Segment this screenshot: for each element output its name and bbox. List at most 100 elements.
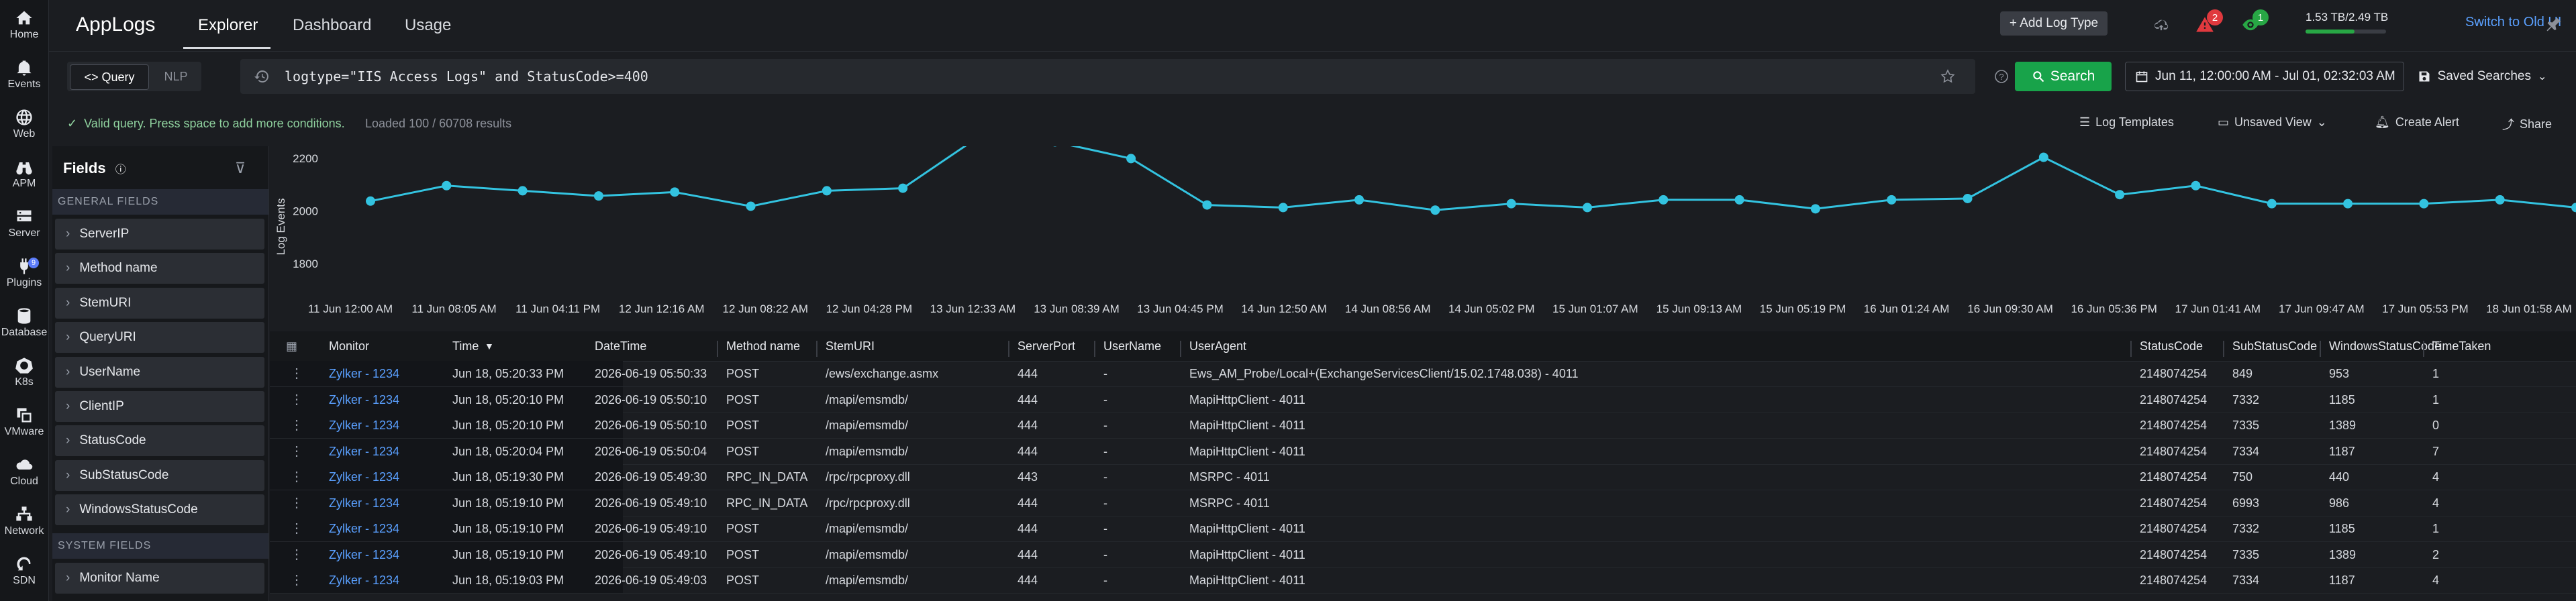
tab-dashboard[interactable]: Dashboard: [293, 16, 372, 34]
column-resize-handle[interactable]: [816, 341, 818, 357]
cell-monitor[interactable]: Zylker - 1234: [329, 444, 400, 458]
field-name: Monitor Name: [79, 570, 160, 585]
sort-desc-icon[interactable]: ▼: [485, 341, 494, 351]
filter-icon[interactable]: ⊽: [235, 160, 246, 176]
pin-icon[interactable]: [2542, 13, 2565, 36]
field-item[interactable]: › Monitor Name: [55, 562, 264, 594]
cell-monitor[interactable]: Zylker - 1234: [329, 522, 400, 535]
column-header-substatuscode[interactable]: SubStatusCode: [2232, 339, 2318, 353]
unsaved-view-dropdown[interactable]: ▭ Unsaved View ⌄: [2218, 115, 2327, 129]
row-menu-icon[interactable]: ⋮: [290, 366, 303, 381]
field-item[interactable]: › QueryURI: [55, 322, 264, 353]
column-settings-icon[interactable]: ▦: [286, 339, 298, 353]
column-header-method-name[interactable]: Method name: [726, 339, 801, 353]
create-alert-button[interactable]: 🔔︎ Create Alert: [2375, 115, 2459, 129]
table-row[interactable]: ⋮ Zylker - 1234 Jun 18, 05:19:10 PM 2026-06…: [270, 516, 2576, 542]
cell-monitor[interactable]: Zylker - 1234: [329, 573, 400, 587]
rail-item-vmware[interactable]: VMware: [0, 402, 48, 441]
rail-item-database[interactable]: Database: [0, 303, 48, 342]
row-menu-icon[interactable]: ⋮: [290, 521, 303, 536]
rail-item-sdn[interactable]: SDN: [0, 551, 48, 590]
chevron-right-icon: ›: [66, 399, 70, 413]
column-header-time[interactable]: Time: [452, 339, 479, 353]
field-item[interactable]: › UserName: [55, 356, 264, 388]
x-tick-label: 15 Jun 01:07 AM: [1552, 303, 1638, 315]
row-menu-icon[interactable]: ⋮: [290, 418, 303, 433]
rail-item-events[interactable]: Events: [0, 55, 48, 94]
field-item[interactable]: › Method name: [55, 253, 264, 284]
history-icon[interactable]: [254, 68, 270, 85]
table-row[interactable]: ⋮ Zylker - 1234 Jun 18, 05:19:10 PM 2026-06…: [270, 541, 2576, 568]
column-resize-handle[interactable]: [2423, 341, 2424, 357]
column-header-serverport[interactable]: ServerPort: [1018, 339, 1076, 353]
field-item[interactable]: › StemURI: [55, 287, 264, 319]
cell-monitor[interactable]: Zylker - 1234: [329, 367, 400, 380]
star-icon[interactable]: [1940, 68, 1956, 85]
tab-usage[interactable]: Usage: [405, 16, 452, 34]
field-item[interactable]: › ClientIP: [55, 391, 264, 422]
date-range-picker[interactable]: Jun 11, 12:00:00 AM - Jul 01, 02:32:03 A…: [2125, 62, 2404, 91]
column-header-windowsstatuscode[interactable]: WindowsStatusCode: [2329, 339, 2442, 353]
field-item[interactable]: › WindowsStatusCode: [55, 494, 264, 526]
table-row[interactable]: ⋮ Zylker - 1234 Jun 18, 05:20:10 PM 2026-06…: [270, 386, 2576, 413]
column-header-datetime[interactable]: DateTime: [595, 339, 647, 353]
saved-searches-dropdown[interactable]: Saved Searches ⌄: [2404, 62, 2560, 91]
table-row[interactable]: ⋮ Zylker - 1234 Jun 18, 05:19:10 PM 2026-06…: [270, 490, 2576, 516]
cell-monitor[interactable]: Zylker - 1234: [329, 547, 400, 561]
field-item[interactable]: › ServerIP: [55, 219, 264, 250]
table-row[interactable]: ⋮ Zylker - 1234 Jun 18, 05:19:03 PM 2026-06…: [270, 567, 2576, 594]
info-icon[interactable]: ⓘ: [115, 164, 126, 176]
field-item[interactable]: › SubStatusCode: [55, 459, 264, 491]
rail-item-server[interactable]: Server: [0, 204, 48, 243]
cell-monitor[interactable]: Zylker - 1234: [329, 470, 400, 484]
rail-item-home[interactable]: Home: [0, 5, 48, 44]
row-menu-icon[interactable]: ⋮: [290, 547, 303, 562]
cell-monitor[interactable]: Zylker - 1234: [329, 496, 400, 510]
cloud-upload-icon[interactable]: [2150, 13, 2173, 36]
share-button[interactable]: ⤴ Share: [2502, 115, 2552, 133]
cell-monitor[interactable]: Zylker - 1234: [329, 419, 400, 432]
query-input[interactable]: logtype="IIS Access Logs" and StatusCode…: [240, 59, 2008, 94]
column-resize-handle[interactable]: [717, 341, 718, 357]
table-row[interactable]: ⋮ Zylker - 1234 Jun 18, 05:20:10 PM 2026-06…: [270, 413, 2576, 439]
rail-item-web[interactable]: Web: [0, 105, 48, 144]
column-resize-handle[interactable]: [1180, 341, 1181, 357]
column-header-username[interactable]: UserName: [1103, 339, 1162, 353]
rail-item-plugins[interactable]: Plugins 9: [0, 254, 48, 292]
row-menu-icon[interactable]: ⋮: [290, 573, 303, 588]
column-header-useragent[interactable]: UserAgent: [1189, 339, 1247, 353]
row-menu-icon[interactable]: ⋮: [290, 470, 303, 484]
column-resize-handle[interactable]: [1094, 341, 1095, 357]
cell-timetaken: 4: [2432, 573, 2440, 587]
cell-monitor[interactable]: Zylker - 1234: [329, 392, 400, 406]
row-menu-icon[interactable]: ⋮: [290, 495, 303, 510]
help-icon[interactable]: ?: [1993, 68, 2010, 85]
add-log-type-button[interactable]: + Add Log Type: [2000, 11, 2108, 36]
query-mode-button[interactable]: <> Query: [70, 64, 149, 90]
table-row[interactable]: ⋮ Zylker - 1234 Jun 18, 05:20:33 PM 2026-06…: [270, 361, 2576, 387]
rail-item-apm[interactable]: APM: [0, 154, 48, 193]
row-menu-icon[interactable]: ⋮: [290, 392, 303, 407]
log-templates-button[interactable]: ☰ Log Templates: [2079, 115, 2174, 129]
column-header-timetaken[interactable]: TimeTaken: [2432, 339, 2491, 353]
column-header-monitor[interactable]: Monitor: [329, 339, 370, 353]
column-header-statuscode[interactable]: StatusCode: [2140, 339, 2203, 353]
table-row[interactable]: ⋮ Zylker - 1234 Jun 18, 05:19:30 PM 2026-06…: [270, 464, 2576, 490]
column-resize-handle[interactable]: [1008, 341, 1009, 357]
column-resize-handle[interactable]: [2223, 341, 2224, 357]
column-resize-handle[interactable]: [2130, 341, 2132, 357]
rail-item-k8s[interactable]: K8s: [0, 353, 48, 392]
row-menu-icon[interactable]: ⋮: [290, 443, 303, 459]
rail-item-cloud[interactable]: Cloud: [0, 452, 48, 491]
field-item[interactable]: › StatusCode: [55, 425, 264, 457]
rail-item-network[interactable]: Network: [0, 502, 48, 541]
eye-icon[interactable]: 1: [2239, 9, 2269, 36]
column-header-stemuri[interactable]: StemURI: [826, 339, 875, 353]
switch-old-ui-link[interactable]: Switch to Old UI: [2465, 15, 2562, 30]
table-row[interactable]: ⋮ Zylker - 1234 Jun 18, 05:20:04 PM 2026-06…: [270, 438, 2576, 465]
nlp-mode-button[interactable]: NLP: [164, 69, 188, 83]
column-resize-handle[interactable]: [2320, 341, 2321, 357]
alert-icon[interactable]: 2: [2193, 9, 2223, 36]
search-button[interactable]: Search: [2015, 62, 2112, 91]
tab-explorer[interactable]: Explorer: [198, 16, 258, 34]
